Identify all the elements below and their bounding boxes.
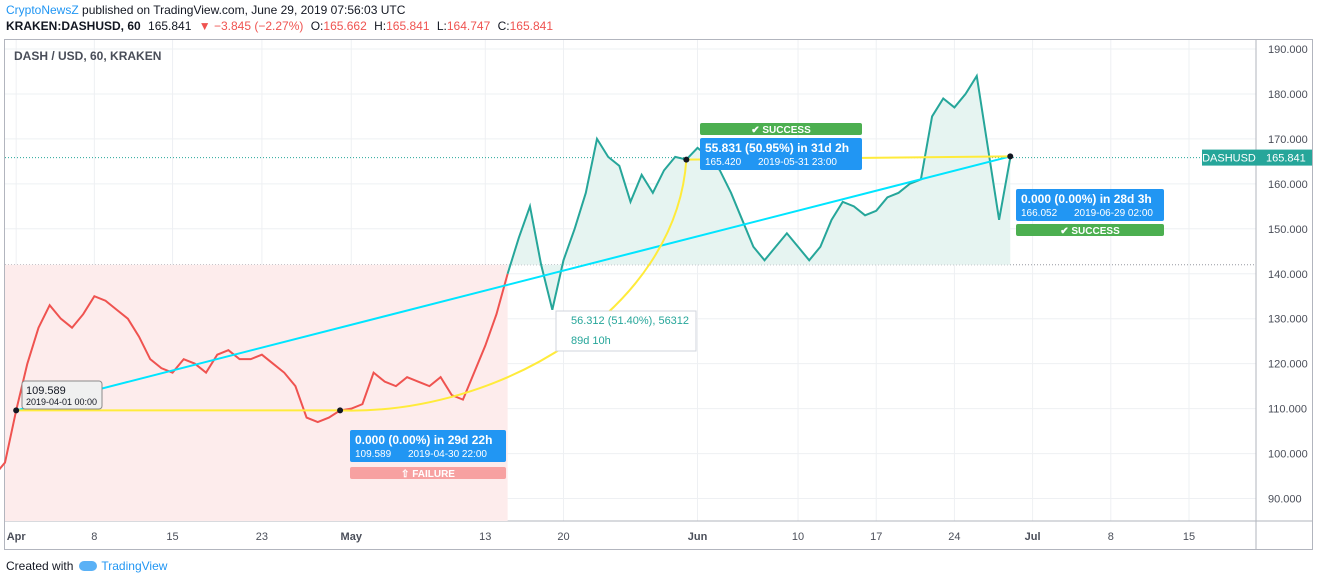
symbol-info: KRAKEN:DASHUSD, 60 165.841 ▼ −3.845 (−2.… (6, 19, 553, 33)
success1-box-bg (700, 138, 862, 170)
x-tick-label: 10 (792, 531, 804, 543)
open-value: 165.662 (323, 19, 367, 33)
success1-tag-label: ✔ SUCCESS (751, 125, 811, 136)
symbol-name: KRAKEN:DASHUSD, 60 (6, 19, 141, 33)
y-tick-label: 150.000 (1268, 224, 1308, 236)
x-tick-label: 8 (1108, 531, 1114, 543)
x-tick-label: 23 (256, 531, 268, 543)
instrument-title: DASH / USD, 60, KRAKEN (14, 49, 162, 63)
success2-box-price: 166.052 (1021, 208, 1058, 219)
x-tick-label: Jun (688, 531, 708, 543)
success1-box-date: 2019-05-31 23:00 (758, 157, 837, 168)
x-tick-label: May (341, 531, 363, 543)
failure-box-date: 2019-04-30 22:00 (408, 449, 487, 460)
publish-text: published on TradingView.com, June 29, 2… (82, 3, 406, 17)
created-with-text: Created with (6, 559, 74, 573)
projection-point (683, 156, 690, 163)
price-change: ▼ −3.845 (−2.27%) (198, 19, 304, 33)
y-tick-label: 190.000 (1268, 44, 1308, 56)
range-label-line1: 56.312 (51.40%), 56312 (571, 315, 689, 327)
x-tick-label: 15 (166, 531, 178, 543)
success2-tag-label: ✔ SUCCESS (1060, 226, 1120, 237)
y-tick-label: 110.000 (1268, 404, 1307, 416)
x-tick-label: 20 (557, 531, 569, 543)
low-label: L: (436, 19, 447, 33)
success2-box-bg (1016, 189, 1164, 221)
x-tick-label: 8 (91, 531, 97, 543)
y-tick-label: 180.000 (1268, 89, 1308, 101)
gain-zone-fill (507, 75, 1011, 310)
tradingview-logo-icon (79, 561, 98, 571)
y-tick-label: 130.000 (1268, 314, 1308, 326)
start-tooltip-price: 109.589 (26, 385, 66, 397)
failure-box-title: 0.000 (0.00%) in 29d 22h (355, 433, 492, 447)
projection-point (1007, 153, 1014, 160)
projection-point (13, 407, 20, 414)
close-value: 165.841 (509, 19, 553, 33)
start-tooltip-bg (21, 380, 103, 410)
y-tick-label: 170.000 (1268, 134, 1308, 146)
success1-box-title: 55.831 (50.95%) in 31d 2h (705, 141, 849, 155)
failure-tag-bg (350, 467, 506, 479)
success2-tag-bg (1016, 224, 1164, 236)
failure-tag-label: ⇧ FAILURE (401, 469, 455, 480)
range-label-bg (555, 310, 697, 352)
high-value: 165.841 (386, 19, 430, 33)
start-tooltip-date: 2019-04-01 00:00 (26, 397, 97, 407)
author-link[interactable]: CryptoNewsZ (6, 3, 79, 17)
open-label: O: (310, 19, 324, 33)
x-tick-label: Apr (7, 531, 27, 543)
success2-box-title: 0.000 (0.00%) in 28d 3h (1021, 192, 1152, 206)
price-line-red (0, 273, 509, 471)
success1-box-price: 165.420 (705, 157, 742, 168)
y-tick-label: 100.000 (1268, 449, 1308, 461)
range-label-line2: 89d 10h (571, 335, 611, 347)
y-tick-label: 120.000 (1268, 359, 1308, 371)
close-label: C: (497, 19, 510, 33)
low-value: 164.747 (446, 19, 491, 33)
y-tick-label: 90.000 (1268, 494, 1302, 506)
projection-point (337, 407, 344, 414)
price-line-green (506, 73, 1012, 310)
x-tick-label: Jul (1025, 531, 1041, 543)
price-badge-label: 165.841 (1266, 153, 1306, 165)
trend-line (15, 155, 1011, 412)
chart-frame (4, 39, 1313, 550)
high-label: H: (374, 19, 387, 33)
y-tick-label: 160.000 (1268, 179, 1308, 191)
x-tick-label: 13 (479, 531, 491, 543)
x-tick-label: 24 (948, 531, 960, 543)
x-tick-label: 15 (1183, 531, 1195, 543)
symbol-badge-label: DASHUSD (1202, 153, 1256, 165)
y-tick-label: 140.000 (1268, 269, 1308, 281)
failure-box-bg (350, 430, 506, 462)
x-tick-label: 17 (870, 531, 882, 543)
success2-box-date: 2019-06-29 02:00 (1074, 208, 1153, 219)
price-badge (1256, 149, 1312, 166)
symbol-badge (1202, 149, 1256, 166)
failure-box-price: 109.589 (355, 449, 392, 460)
publish-info: CryptoNewsZ published on TradingView.com… (6, 3, 405, 17)
tradingview-link[interactable]: TradingView (101, 559, 168, 573)
footer: Created with TradingView (6, 559, 167, 573)
success1-tag-bg (700, 123, 862, 135)
current-price: 165.841 (148, 19, 192, 33)
